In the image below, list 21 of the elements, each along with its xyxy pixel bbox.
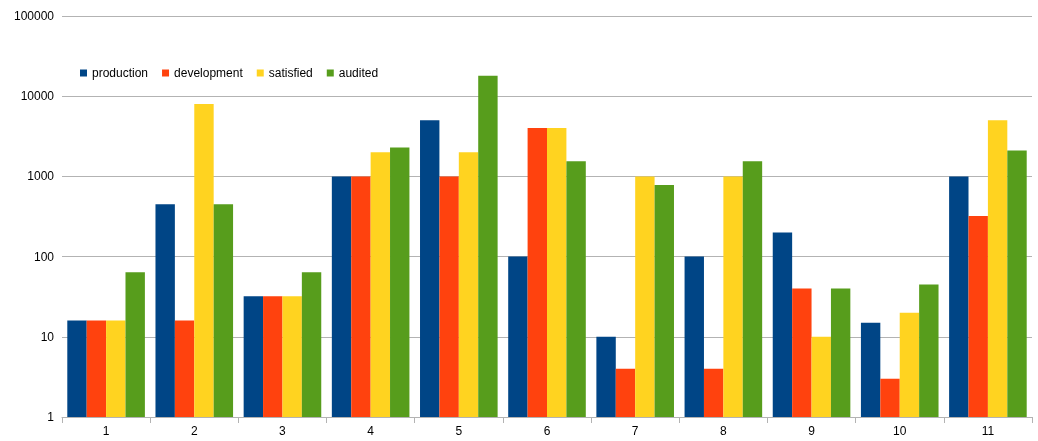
x-tick-label: 2 [190, 424, 198, 438]
y-tick-label: 100000 [13, 9, 55, 23]
x-tick-label: 11 [981, 424, 995, 438]
x-tick-label: 4 [367, 424, 375, 438]
x-tick-label: 7 [631, 424, 639, 438]
legend-label: satisfied [268, 66, 313, 80]
legend-label: production [92, 66, 149, 80]
x-tick-label: 9 [808, 424, 816, 438]
x-tick-label: 8 [720, 424, 728, 438]
x-tick-label: 10 [893, 424, 907, 438]
x-tick-label: 6 [543, 424, 551, 438]
x-tick-label: 5 [455, 424, 463, 438]
x-tick-label: 3 [279, 424, 287, 438]
y-tick-label: 10000 [20, 89, 55, 104]
legend-label: audited [338, 66, 379, 80]
y-tick-label: 1 [47, 410, 55, 424]
y-tick-label: 1000 [27, 169, 55, 184]
x-tick-label: 1 [102, 424, 110, 438]
y-tick-label: 100 [33, 249, 55, 264]
y-tick-label: 10 [40, 329, 55, 344]
legend-label: development [174, 66, 244, 80]
